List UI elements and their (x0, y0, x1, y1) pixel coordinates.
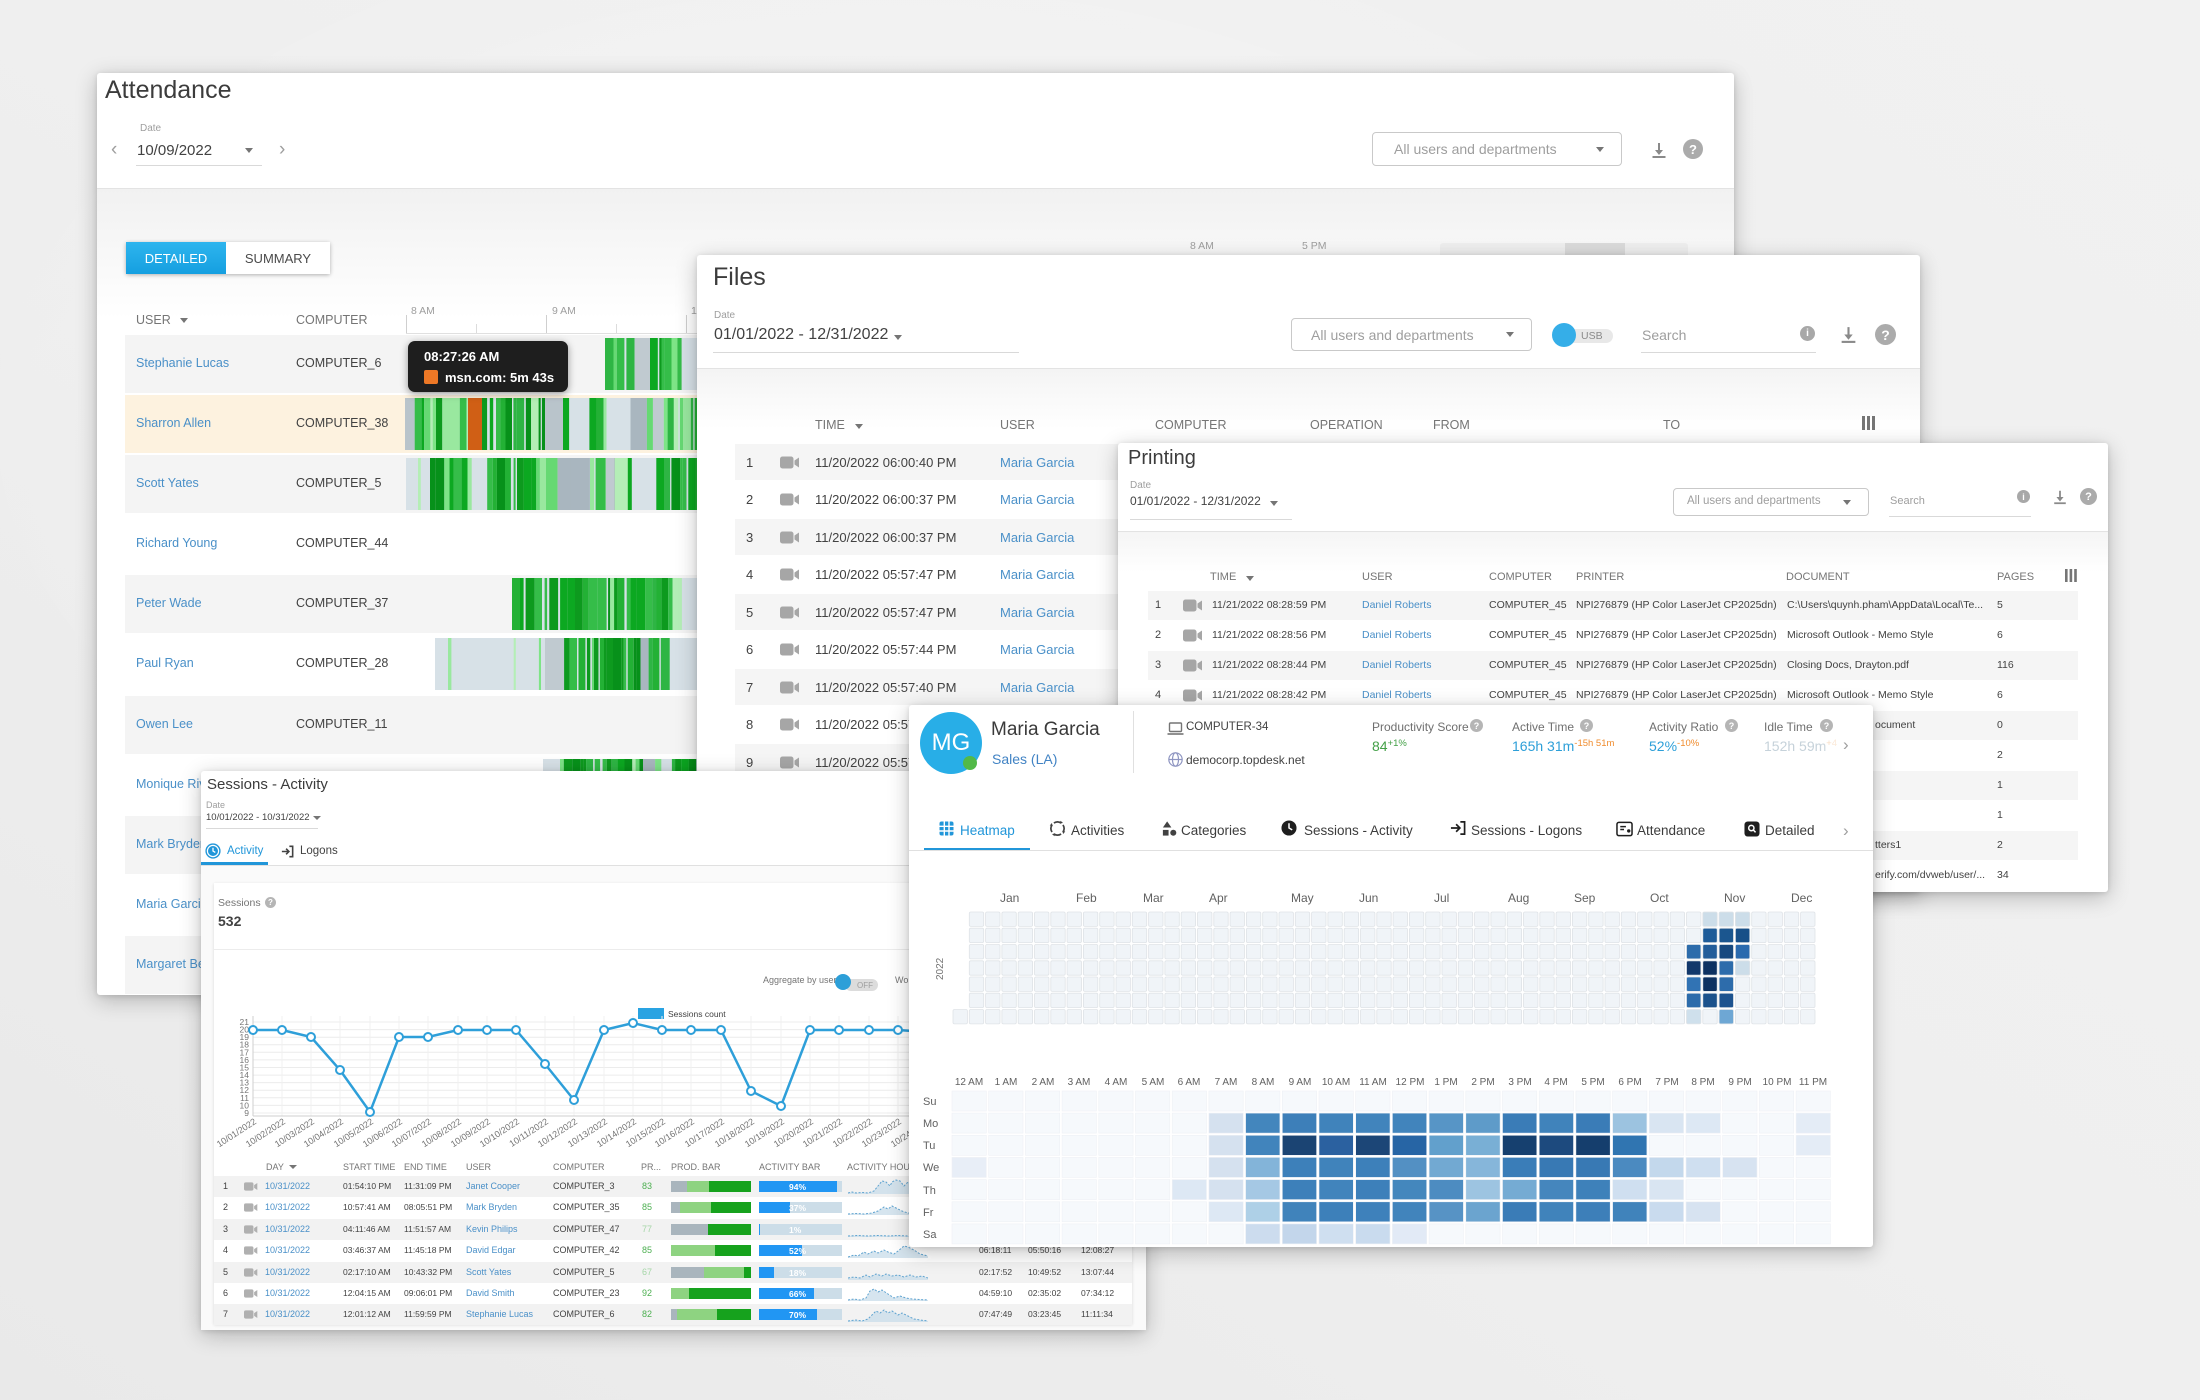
svg-text:17: 17 (240, 1047, 250, 1057)
svg-text:10: 10 (240, 1100, 250, 1110)
svg-text:20: 20 (240, 1025, 250, 1035)
svg-text:15: 15 (240, 1063, 250, 1073)
svg-text:19: 19 (240, 1032, 250, 1042)
svg-text:11: 11 (240, 1093, 249, 1103)
svg-text:16: 16 (240, 1055, 250, 1065)
svg-text:13: 13 (240, 1078, 250, 1088)
svg-text:18: 18 (240, 1040, 250, 1050)
svg-text:14: 14 (240, 1070, 250, 1080)
svg-text:9: 9 (244, 1108, 249, 1118)
svg-text:21: 21 (240, 1017, 250, 1027)
svg-text:12: 12 (240, 1085, 250, 1095)
